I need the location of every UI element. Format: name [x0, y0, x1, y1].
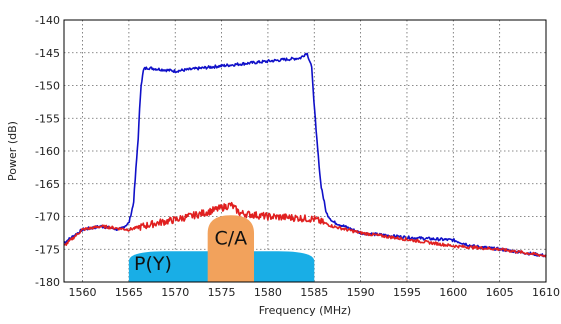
y-tick-label: -175: [35, 243, 60, 256]
x-tick-label: 1610: [532, 286, 560, 299]
y-tick-label: -170: [35, 211, 60, 224]
series-line-red: [63, 201, 547, 258]
y-tick-label: -155: [35, 112, 60, 125]
y-axis-label: Power (dB): [6, 121, 19, 181]
band-annotations: P(Y) C/A: [128, 215, 315, 282]
x-tick-labels: 1560 1565 1570 1575 1580 1585 1590 1595 1600 1605…: [69, 286, 560, 299]
x-tick-label: 1575: [208, 286, 236, 299]
c-a-band: [207, 215, 255, 282]
y-tick-label: -165: [35, 178, 60, 191]
x-tick-label: 1560: [69, 286, 97, 299]
p-y-label: P(Y): [134, 253, 172, 275]
y-tick-label: -150: [35, 80, 60, 93]
x-axis-label: Frequency (MHz): [259, 304, 351, 317]
y-tick-labels: -140 -145 -150 -155 -160 -165 -170 -175 -180: [35, 14, 60, 289]
y-tick-label: -140: [35, 14, 60, 27]
x-tick-label: 1570: [161, 286, 189, 299]
x-tick-label: 1565: [115, 286, 143, 299]
series-group: [63, 52, 547, 258]
y-tick-label: -160: [35, 145, 60, 158]
grid: [64, 20, 546, 282]
series-line-blue: [63, 52, 547, 258]
y-tick-label: -145: [35, 47, 60, 60]
x-tick-label: 1580: [254, 286, 282, 299]
x-tick-label: 1600: [439, 286, 467, 299]
x-tick-label: 1605: [486, 286, 514, 299]
x-tick-label: 1585: [300, 286, 328, 299]
x-tick-label: 1595: [393, 286, 421, 299]
x-tick-label: 1590: [347, 286, 375, 299]
plot-border: [63, 19, 547, 283]
y-tick-label: -180: [35, 276, 60, 289]
c-a-label: C/A: [215, 228, 248, 250]
